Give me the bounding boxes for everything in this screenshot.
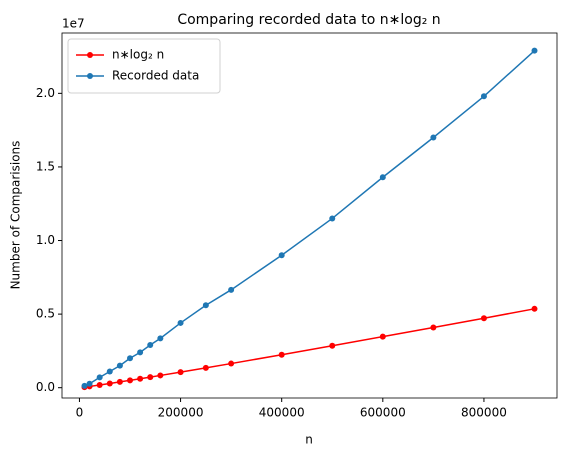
marker <box>86 380 93 387</box>
marker <box>137 349 144 356</box>
marker <box>430 134 437 141</box>
marker <box>329 342 336 349</box>
marker <box>228 360 235 367</box>
marker <box>480 93 487 100</box>
legend-label: n∗log₂ n <box>112 48 164 62</box>
marker <box>228 286 235 293</box>
marker <box>480 315 487 322</box>
marker <box>127 355 134 362</box>
marker <box>379 333 386 340</box>
marker <box>147 374 154 381</box>
legend-marker <box>87 52 93 58</box>
marker <box>278 252 285 259</box>
marker <box>177 319 184 326</box>
x-tick-label: 400000 <box>259 406 305 420</box>
marker <box>157 372 164 379</box>
marker <box>177 369 184 376</box>
marker <box>379 174 386 181</box>
y-tick-label: 1.5 <box>36 159 55 173</box>
chart-title: Comparing recorded data to n∗log₂ n <box>177 12 440 28</box>
x-tick-label: 600000 <box>360 406 406 420</box>
y-tick-label: 0.0 <box>36 380 55 394</box>
marker <box>116 362 123 369</box>
marker <box>329 215 336 222</box>
marker <box>531 47 538 54</box>
series-line <box>84 50 536 387</box>
marker <box>202 364 209 371</box>
marker <box>157 335 164 342</box>
marker <box>430 324 437 331</box>
marker <box>96 374 103 381</box>
marker <box>137 375 144 382</box>
marker <box>531 305 538 312</box>
y-axis-label: Number of Comparisions <box>9 141 23 290</box>
y-tick-label: 1.0 <box>36 233 55 247</box>
x-axis-label: n <box>305 433 313 447</box>
marker <box>116 378 123 385</box>
y-tick-label: 2.0 <box>36 86 55 100</box>
marker <box>147 342 154 349</box>
marker <box>81 382 88 389</box>
y-tick-label: 0.5 <box>36 307 55 321</box>
marker <box>202 302 209 309</box>
marker <box>127 377 134 384</box>
marker <box>96 381 103 388</box>
marker <box>106 368 113 375</box>
legend-box <box>67 38 221 94</box>
marker <box>278 351 285 358</box>
marker <box>106 380 113 387</box>
x-tick-label: 200000 <box>158 406 204 420</box>
x-tick-label: 800000 <box>461 406 507 420</box>
x-tick-label: 0 <box>76 406 84 420</box>
legend-marker <box>87 73 93 79</box>
legend-label: Recorded data <box>112 69 199 83</box>
plot-frame <box>61 32 558 399</box>
y-offset-label: 1e7 <box>62 17 85 31</box>
